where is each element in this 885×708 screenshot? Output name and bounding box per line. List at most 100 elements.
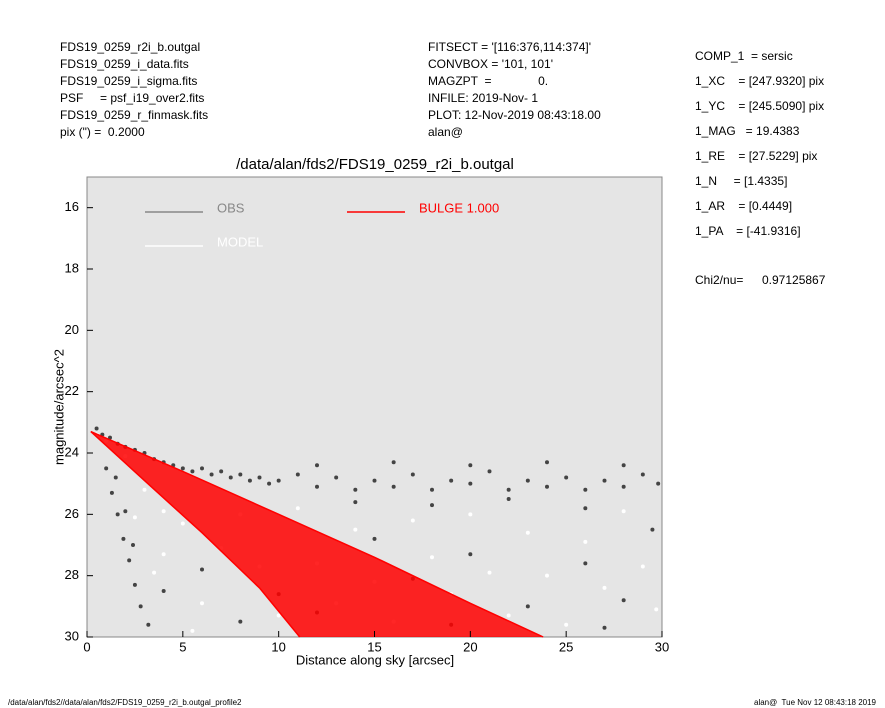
data-point: [449, 478, 454, 483]
data-point: [276, 478, 281, 483]
data-point: [180, 466, 185, 471]
data-point: [650, 527, 655, 532]
y-tick-label: 28: [65, 567, 79, 582]
data-point: [115, 512, 120, 517]
x-tick-label: 10: [271, 639, 285, 654]
header-left-line: FDS19_0259_i_sigma.fits: [60, 74, 197, 88]
data-point: [353, 527, 358, 532]
data-point: [353, 500, 358, 505]
fit-parameter: 1_PA = [-41.9316]: [695, 224, 801, 238]
header-left-line: FDS19_0259_r2i_b.outgal: [60, 40, 200, 54]
data-point: [315, 484, 319, 489]
bulge-lower-edge: [90, 430, 301, 638]
data-point: [654, 607, 659, 612]
data-point: [487, 469, 492, 474]
data-point: [525, 530, 530, 535]
x-tick-label: 30: [655, 639, 669, 654]
data-point: [219, 469, 224, 474]
data-point: [209, 472, 214, 477]
y-tick-label: 16: [65, 199, 79, 214]
header-left-line: PSF = psf_i19_over2.fits: [60, 91, 204, 105]
data-point: [372, 536, 377, 541]
data-point: [564, 475, 569, 480]
data-point: [430, 555, 434, 560]
chart-title: /data/alan/fds2/FDS19_0259_r2i_b.outgal: [236, 156, 514, 173]
data-point: [138, 604, 143, 609]
data-point: [161, 552, 166, 557]
fit-parameter: 1_AR = [0.4449]: [695, 199, 792, 213]
data-point: [621, 463, 626, 468]
data-point: [640, 472, 645, 477]
data-point: [121, 536, 126, 541]
data-point: [132, 582, 137, 587]
data-point: [372, 478, 377, 483]
fit-parameter: 1_MAG = 19.4383: [695, 124, 800, 138]
footer-right: alan@ Tue Nov 12 08:43:18 2019: [754, 698, 877, 707]
data-point: [315, 463, 319, 468]
fit-parameter: 1_XC = [247.9320] pix: [695, 74, 824, 88]
data-point: [257, 475, 262, 480]
data-point: [161, 509, 166, 514]
x-tick-label: 15: [367, 639, 381, 654]
data-point: [132, 515, 137, 520]
data-point: [127, 558, 132, 563]
data-point: [656, 481, 661, 486]
data-point: [391, 460, 396, 465]
data-point: [621, 484, 626, 489]
data-point: [104, 466, 109, 471]
data-point: [525, 604, 530, 609]
header-middle-line: PLOT: 12-Nov-2019 08:43:18.00: [428, 108, 601, 122]
data-point: [468, 512, 473, 517]
x-tick-label: 20: [463, 639, 477, 654]
header-left-line: pix (") = 0.2000: [60, 125, 145, 139]
data-point: [334, 475, 339, 480]
data-point: [545, 460, 549, 465]
data-point: [583, 506, 588, 511]
y-tick-label: 26: [65, 506, 79, 521]
data-point: [506, 497, 511, 501]
data-point: [238, 619, 243, 624]
data-point: [583, 561, 588, 566]
data-point: [640, 564, 645, 569]
header-middle-line: MAGZPT = 0.: [428, 74, 548, 88]
data-point: [131, 543, 135, 547]
y-tick-label: 22: [65, 383, 79, 398]
header-left-line: FDS19_0259_i_data.fits: [60, 57, 189, 71]
chi-value: 0.97125867: [762, 273, 826, 287]
data-point: [276, 613, 281, 618]
data-point: [602, 625, 607, 630]
data-point: [295, 472, 300, 477]
data-point: [410, 472, 415, 477]
data-point: [564, 622, 569, 627]
x-tick-label: 0: [83, 639, 90, 654]
bulge-area: [90, 431, 544, 637]
data-point: [506, 487, 511, 492]
data-point: [200, 601, 204, 606]
data-point: [391, 484, 396, 489]
legend-label: OBS: [217, 200, 245, 215]
fit-parameter: 1_YC = [245.5090] pix: [695, 99, 824, 113]
data-point: [487, 570, 492, 575]
fit-parameter: 1_RE = [27.5229] pix: [695, 149, 817, 163]
data-point: [468, 481, 473, 486]
data-point: [200, 466, 204, 471]
header-middle-line: CONVBOX = '101, 101': [428, 57, 553, 71]
x-tick-label: 5: [179, 639, 186, 654]
data-point: [113, 475, 118, 480]
data-point: [142, 487, 147, 492]
data-point: [430, 503, 434, 508]
data-point: [123, 509, 128, 514]
x-tick-label: 25: [559, 639, 573, 654]
data-point: [295, 506, 300, 511]
header-middle-line: FITSECT = '[116:376,114:374]': [428, 40, 591, 54]
header-middle-line: alan@: [428, 125, 463, 139]
data-point: [602, 585, 607, 590]
footer-left: /data/alan/fds2//data/alan/fds2/FDS19_02…: [8, 698, 242, 707]
data-point: [468, 463, 473, 468]
header-middle-line: INFILE: 2019-Nov- 1: [428, 91, 538, 105]
data-point: [545, 484, 549, 489]
data-point: [152, 570, 157, 575]
data-point: [506, 613, 511, 618]
fit-parameter: COMP_1 = sersic: [695, 49, 793, 63]
